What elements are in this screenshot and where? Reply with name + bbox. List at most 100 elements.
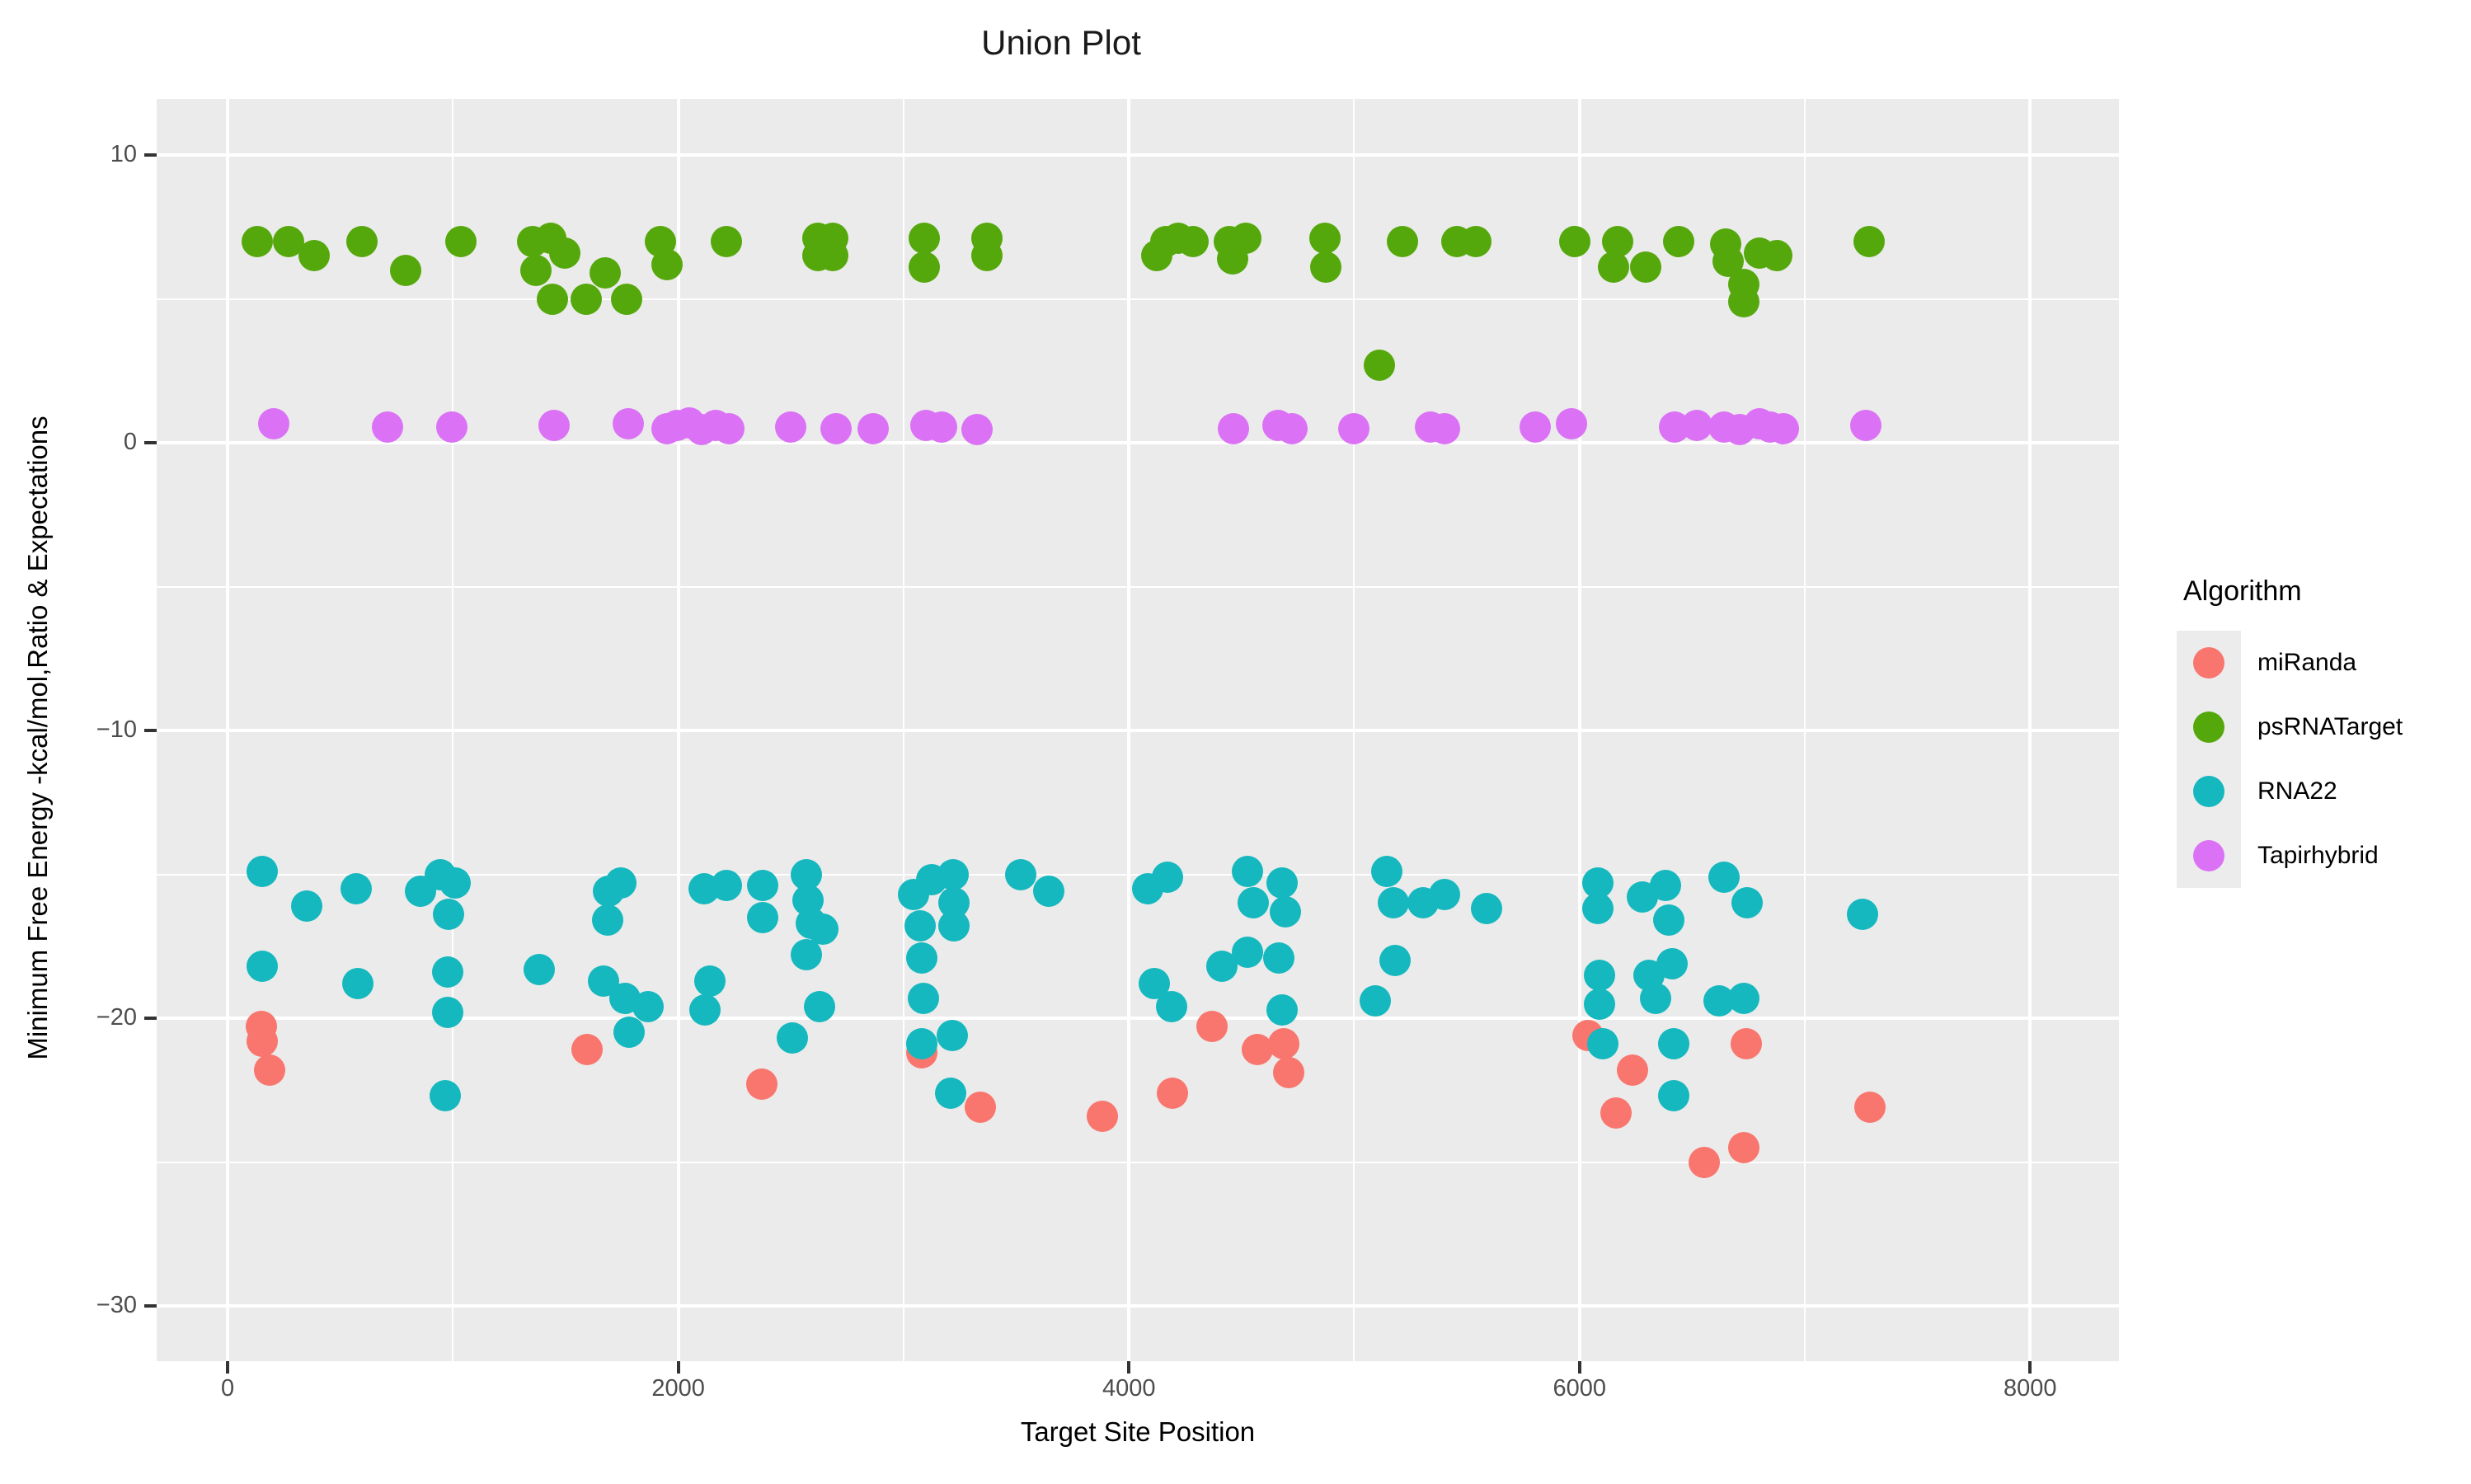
- data-point-RNA22: [1584, 959, 1616, 991]
- data-point-psRNATarget: [1853, 225, 1885, 257]
- data-point-miRanda: [1689, 1146, 1721, 1178]
- data-point-RNA22: [1652, 904, 1684, 937]
- data-point-psRNATarget: [345, 225, 378, 257]
- plot-panel: [157, 99, 2119, 1361]
- data-point-RNA22: [1360, 985, 1392, 1017]
- data-point-RNA22: [1378, 887, 1410, 919]
- data-point-RNA22: [905, 942, 937, 974]
- y-tick-label: −30: [96, 1291, 137, 1318]
- data-point-Tapirhybrid: [926, 411, 958, 443]
- data-point-psRNATarget: [589, 257, 621, 289]
- data-point-Tapirhybrid: [961, 414, 993, 446]
- data-point-psRNATarget: [1363, 349, 1395, 381]
- data-point-Tapirhybrid: [538, 410, 571, 442]
- data-point-psRNATarget: [389, 254, 421, 286]
- legend-key: [2177, 695, 2241, 759]
- legend-item-psRNATarget: psRNATarget: [2177, 695, 2403, 759]
- data-point-Tapirhybrid: [857, 412, 890, 444]
- data-point-psRNATarget: [1630, 251, 1662, 284]
- data-point-RNA22: [247, 856, 279, 888]
- data-point-RNA22: [937, 858, 969, 890]
- legend-label: Tapirhybrid: [2257, 842, 2379, 869]
- data-point-miRanda: [1273, 1057, 1305, 1089]
- data-point-psRNATarget: [1308, 223, 1341, 255]
- data-point-miRanda: [1854, 1092, 1886, 1124]
- x-tick-mark: [226, 1361, 230, 1374]
- gridline-major: [157, 1303, 2119, 1308]
- gridline-major: [157, 729, 2119, 733]
- data-point-RNA22: [904, 910, 936, 942]
- data-point-RNA22: [938, 910, 970, 942]
- data-point-RNA22: [1471, 893, 1503, 925]
- legend-dot-icon: [2193, 776, 2224, 807]
- legend-label: RNA22: [2257, 777, 2337, 805]
- data-point-RNA22: [1657, 1080, 1689, 1112]
- data-point-RNA22: [430, 1080, 462, 1112]
- legend-key: [2177, 824, 2241, 888]
- data-point-RNA22: [613, 1017, 645, 1049]
- data-point-RNA22: [1728, 982, 1760, 1014]
- y-tick-label: 0: [123, 429, 137, 456]
- data-point-Tapirhybrid: [1680, 410, 1712, 442]
- gridline-minor: [157, 1161, 2119, 1163]
- data-point-Tapirhybrid: [775, 411, 807, 443]
- data-point-Tapirhybrid: [1556, 408, 1588, 440]
- data-point-Tapirhybrid: [435, 411, 467, 443]
- data-point-psRNATarget: [241, 225, 273, 257]
- x-tick-mark: [676, 1361, 680, 1374]
- data-point-RNA22: [342, 968, 374, 1000]
- y-tick-label: 10: [110, 141, 137, 168]
- data-point-RNA22: [1156, 991, 1188, 1023]
- data-point-Tapirhybrid: [1768, 412, 1800, 444]
- data-point-psRNATarget: [298, 240, 331, 272]
- gridline-major: [157, 153, 2119, 157]
- data-point-RNA22: [746, 901, 778, 933]
- legend-label: psRNATarget: [2257, 713, 2403, 740]
- data-point-RNA22: [746, 870, 778, 902]
- data-point-psRNATarget: [1310, 251, 1342, 284]
- data-point-RNA22: [1657, 1028, 1689, 1060]
- data-point-RNA22: [776, 1022, 808, 1054]
- data-point-miRanda: [964, 1092, 996, 1124]
- data-point-RNA22: [1237, 887, 1269, 919]
- legend-dot-icon: [2193, 711, 2224, 743]
- data-point-psRNATarget: [908, 251, 940, 284]
- y-tick-label: −10: [96, 716, 137, 744]
- data-point-miRanda: [1086, 1100, 1118, 1132]
- data-point-RNA22: [1708, 862, 1740, 893]
- legend-dot-icon: [2193, 840, 2224, 871]
- data-point-RNA22: [1270, 895, 1302, 928]
- data-point-RNA22: [1639, 982, 1671, 1014]
- data-point-RNA22: [935, 1077, 967, 1109]
- data-point-RNA22: [1263, 942, 1295, 974]
- data-point-psRNATarget: [548, 237, 580, 269]
- data-point-miRanda: [247, 1025, 279, 1057]
- data-point-RNA22: [907, 982, 939, 1014]
- x-tick-label: 2000: [651, 1375, 705, 1402]
- data-point-RNA22: [1232, 856, 1264, 888]
- data-point-RNA22: [804, 991, 836, 1023]
- data-point-psRNATarget: [1728, 286, 1760, 318]
- y-tick-mark: [144, 153, 157, 157]
- legend-key: [2177, 759, 2241, 824]
- data-point-psRNATarget: [1177, 225, 1210, 257]
- data-point-RNA22: [1428, 878, 1460, 910]
- data-point-psRNATarget: [1460, 225, 1492, 257]
- data-point-psRNATarget: [971, 240, 1003, 272]
- legend-label: miRanda: [2257, 649, 2357, 676]
- x-tick-label: 4000: [1102, 1375, 1156, 1402]
- y-tick-mark: [144, 1017, 157, 1020]
- data-point-miRanda: [1616, 1054, 1648, 1086]
- data-point-psRNATarget: [1216, 242, 1248, 275]
- y-tick-mark: [144, 1303, 157, 1308]
- gridline-major: [157, 1017, 2119, 1020]
- data-point-miRanda: [571, 1034, 603, 1066]
- legend: Algorithm miRanda psRNATarget RNA22 Tapirhy…: [2177, 575, 2403, 888]
- data-point-Tapirhybrid: [1428, 412, 1460, 444]
- data-point-RNA22: [1581, 893, 1614, 925]
- data-point-RNA22: [591, 904, 623, 937]
- data-point-psRNATarget: [1559, 225, 1591, 257]
- legend-item-RNA22: RNA22: [2177, 759, 2403, 824]
- data-point-miRanda: [253, 1054, 285, 1086]
- data-point-RNA22: [1379, 945, 1412, 977]
